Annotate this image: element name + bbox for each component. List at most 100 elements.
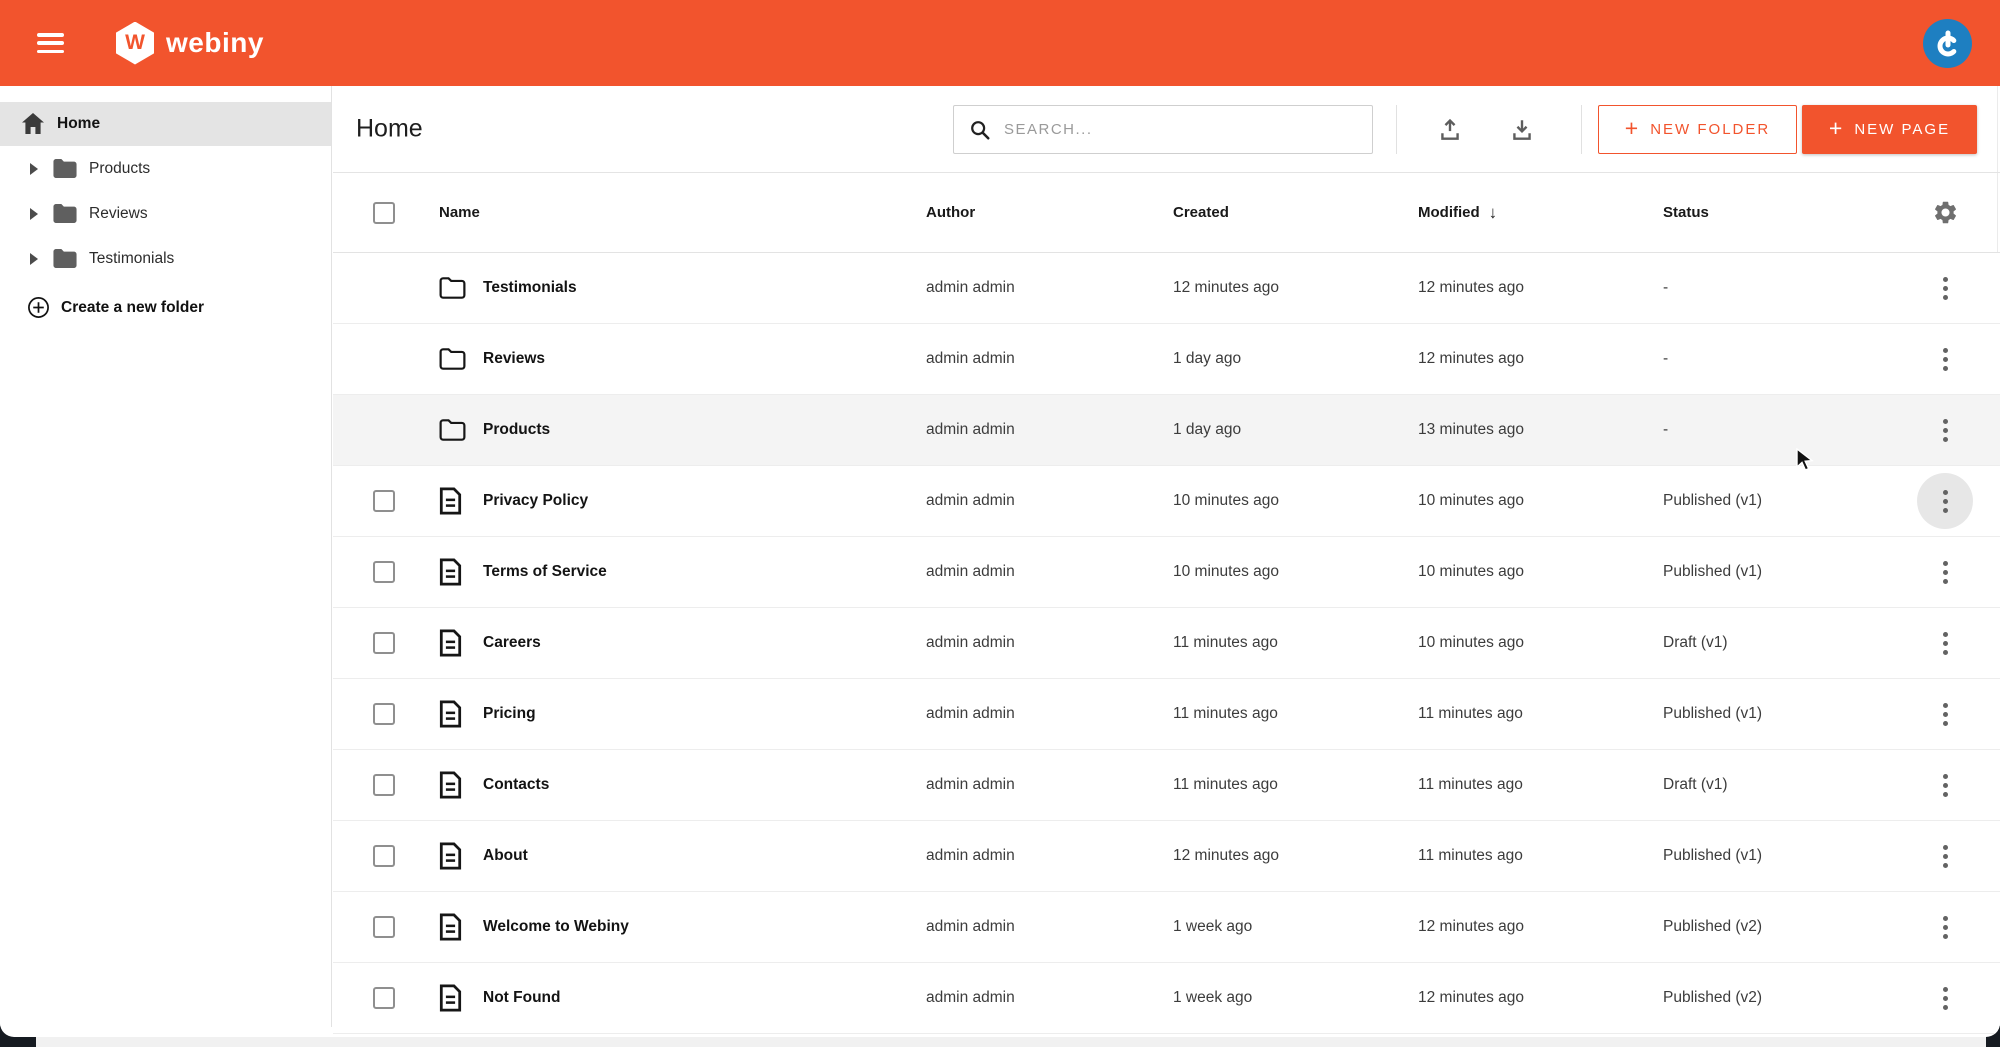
chevron-right-icon[interactable]	[30, 252, 38, 265]
row-menu-cell	[1917, 828, 1973, 884]
sidebar: Home Products Reviews Testimonials Creat…	[0, 86, 332, 1027]
row-name[interactable]: Pricing	[483, 705, 536, 722]
webiny-logo[interactable]: W webiny	[116, 21, 264, 65]
column-header-modified[interactable]: Modified ↓	[1418, 202, 1498, 222]
table-row[interactable]: Contacts admin admin 11 minutes ago 11 m…	[333, 750, 2000, 821]
select-all-checkbox[interactable]	[373, 201, 395, 224]
row-checkbox[interactable]	[373, 632, 395, 654]
row-status: Published (v1)	[1663, 705, 1763, 722]
row-menu-button[interactable]	[1917, 970, 1973, 1026]
content-toolbar: Home	[333, 86, 2000, 173]
row-name[interactable]: Terms of Service	[483, 563, 607, 580]
folder-icon	[53, 204, 77, 223]
export-download-button[interactable]	[1499, 105, 1545, 154]
row-menu-cell	[1917, 757, 1973, 813]
row-name[interactable]: Contacts	[483, 776, 550, 793]
row-name[interactable]: About	[483, 847, 528, 864]
search-input[interactable]	[1004, 106, 1372, 153]
toolbar-divider	[1396, 105, 1397, 154]
table-settings-button[interactable]	[1918, 173, 1972, 252]
table-row[interactable]: Not Found admin admin 1 week ago 12 minu…	[333, 963, 2000, 1034]
row-menu-button[interactable]	[1917, 615, 1973, 671]
row-name[interactable]: Products	[483, 421, 551, 438]
circle-plus-icon	[28, 297, 49, 318]
row-name[interactable]: Not Found	[483, 989, 561, 1006]
table-row[interactable]: Testimonials admin admin 12 minutes ago …	[333, 253, 2000, 324]
folder-icon	[439, 419, 466, 441]
row-name[interactable]: Reviews	[483, 350, 546, 367]
user-avatar[interactable]	[1923, 19, 1972, 68]
row-checkbox[interactable]	[373, 916, 395, 938]
table-row[interactable]: Reviews admin admin 1 day ago 12 minutes…	[333, 324, 2000, 395]
row-menu-button[interactable]	[1917, 473, 1973, 529]
search-box[interactable]	[953, 105, 1373, 154]
row-name[interactable]: Careers	[483, 634, 541, 651]
new-page-label: NEW PAGE	[1854, 121, 1951, 138]
webiny-hexagon-icon: W	[116, 21, 154, 65]
row-status: Published (v1)	[1663, 563, 1763, 580]
table-row[interactable]: Pricing admin admin 11 minutes ago 11 mi…	[333, 679, 2000, 750]
row-menu-button[interactable]	[1917, 402, 1973, 458]
new-page-button[interactable]: + NEW PAGE	[1802, 105, 1977, 154]
kebab-menu-icon	[1942, 347, 1948, 353]
table-header: Name Author Created Modified ↓ Status	[333, 173, 2000, 253]
row-menu-button[interactable]	[1917, 331, 1973, 387]
sidebar-item-home[interactable]: Home	[0, 102, 331, 146]
column-header-created[interactable]: Created	[1173, 204, 1229, 221]
row-menu-cell	[1917, 899, 1973, 955]
row-author: admin admin	[926, 705, 1015, 722]
kebab-menu-icon	[1942, 631, 1948, 637]
new-folder-label: NEW FOLDER	[1650, 121, 1771, 138]
table-row[interactable]: Terms of Service admin admin 10 minutes …	[333, 537, 2000, 608]
column-header-name[interactable]: Name	[439, 204, 480, 221]
row-menu-button[interactable]	[1917, 828, 1973, 884]
import-upload-button[interactable]	[1427, 105, 1473, 154]
table-row[interactable]: Welcome to Webiny admin admin 1 week ago…	[333, 892, 2000, 963]
table-row[interactable]: Privacy Policy admin admin 10 minutes ag…	[333, 466, 2000, 537]
row-checkbox[interactable]	[373, 774, 395, 796]
row-checkbox-cell	[373, 679, 395, 749]
row-menu-button[interactable]	[1917, 899, 1973, 955]
chevron-right-icon[interactable]	[30, 207, 38, 220]
sidebar-folder-item[interactable]: Products	[0, 146, 331, 191]
row-status: -	[1663, 279, 1669, 296]
table-row[interactable]: Careers admin admin 11 minutes ago 10 mi…	[333, 608, 2000, 679]
row-menu-button[interactable]	[1917, 544, 1973, 600]
row-checkbox[interactable]	[373, 845, 395, 867]
row-checkbox[interactable]	[373, 987, 395, 1009]
row-name[interactable]: Welcome to Webiny	[483, 918, 629, 935]
row-created: 12 minutes ago	[1173, 847, 1279, 864]
row-menu-button[interactable]	[1917, 686, 1973, 742]
sidebar-folder-item[interactable]: Testimonials	[0, 236, 331, 281]
row-checkbox-cell	[373, 892, 395, 962]
row-checkbox-cell	[373, 395, 395, 465]
row-name[interactable]: Testimonials	[483, 279, 577, 296]
row-checkbox-cell	[373, 821, 395, 891]
kebab-menu-icon	[1942, 276, 1948, 282]
row-checkbox[interactable]	[373, 490, 395, 512]
row-name[interactable]: Privacy Policy	[483, 492, 589, 509]
bottom-bar	[36, 1037, 1986, 1047]
power-icon	[1937, 30, 1958, 56]
create-new-folder-button[interactable]: Create a new folder	[0, 285, 331, 330]
row-checkbox-cell	[373, 253, 395, 323]
hamburger-menu-icon[interactable]	[37, 33, 64, 53]
sidebar-folder-item[interactable]: Reviews	[0, 191, 331, 236]
row-menu-button[interactable]	[1917, 757, 1973, 813]
kebab-menu-icon	[1942, 986, 1948, 992]
row-menu-button[interactable]	[1917, 260, 1973, 316]
row-checkbox-cell	[373, 750, 395, 820]
row-created: 1 day ago	[1173, 350, 1242, 367]
row-icon-cell	[439, 324, 466, 394]
column-header-author[interactable]: Author	[926, 204, 976, 221]
row-checkbox[interactable]	[373, 561, 395, 583]
row-author: admin admin	[926, 563, 1015, 580]
table-row[interactable]: About admin admin 12 minutes ago 11 minu…	[333, 821, 2000, 892]
table-row[interactable]: Products admin admin 1 day ago 13 minute…	[333, 395, 2000, 466]
row-checkbox[interactable]	[373, 703, 395, 725]
new-folder-button[interactable]: + NEW FOLDER	[1598, 105, 1797, 154]
row-menu-cell	[1917, 544, 1973, 600]
column-header-status[interactable]: Status	[1663, 204, 1709, 221]
chevron-right-icon[interactable]	[30, 162, 38, 175]
row-author: admin admin	[926, 847, 1015, 864]
